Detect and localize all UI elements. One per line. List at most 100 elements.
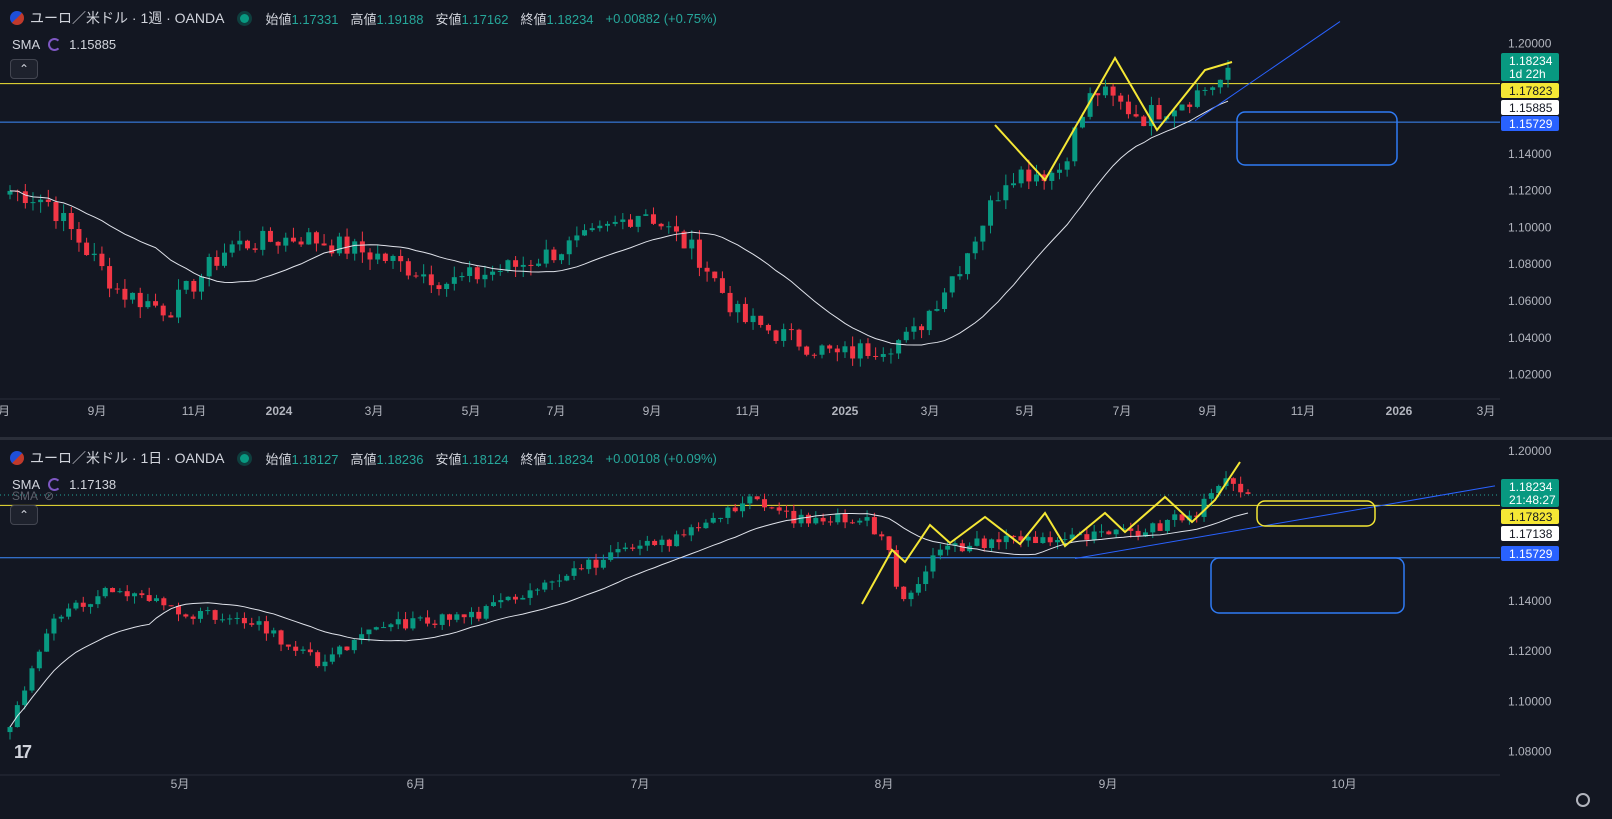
candle-body: [229, 244, 235, 253]
candle-body: [221, 252, 227, 266]
candle-body: [51, 618, 57, 634]
candle-body: [696, 527, 702, 529]
candle-body: [528, 264, 534, 266]
candle-body: [564, 575, 570, 581]
price-tag-bg: [1501, 526, 1559, 541]
y-tick-label: 1.10000: [1508, 220, 1552, 234]
candle-body: [444, 283, 450, 290]
candle-body: [725, 507, 731, 518]
candle-body: [244, 240, 250, 249]
ohlc-high: 高値1.19188: [350, 11, 424, 27]
candle-body: [117, 591, 123, 593]
candle-body: [30, 202, 36, 204]
x-tick-label: 9月: [1199, 404, 1218, 418]
sma-value: 1.17138: [69, 477, 117, 492]
candle-body: [227, 618, 233, 620]
sma-line: [9, 512, 1249, 728]
price-tag-label: 1.17823: [1509, 510, 1553, 524]
candle-body: [520, 264, 526, 267]
candle-body: [635, 215, 641, 227]
candle-body: [29, 668, 35, 691]
candle-body: [630, 547, 636, 549]
pane-divider[interactable]: [0, 437, 1612, 440]
weekly-chart-pane[interactable]: 1.20000 1.14000 1.12000 1.10000 1.08000 1.060…: [0, 0, 1612, 437]
ohlc-close: 終値1.18234: [520, 11, 594, 27]
candle-body: [549, 581, 555, 583]
candle-body: [620, 219, 626, 222]
settings-gear-icon[interactable]: [1576, 793, 1590, 807]
price-tag-bg: [1501, 100, 1559, 115]
candle-body: [306, 232, 312, 245]
candle-body: [1133, 114, 1139, 117]
symbol-title[interactable]: ユーロ／米ドル · 1週 · OANDA: [30, 10, 225, 26]
target-zone-box: [1236, 111, 1398, 166]
candle-body: [864, 517, 870, 521]
candle-body: [278, 630, 284, 645]
candle-body: [497, 270, 503, 272]
candle-body: [1110, 86, 1116, 96]
candle-body: [740, 503, 746, 512]
candle-body: [139, 593, 145, 596]
candle-body: [176, 289, 182, 318]
candle-body: [1106, 531, 1112, 535]
weekly-chart-canvas[interactable]: 1.20000 1.14000 1.12000 1.10000 1.08000 1.060…: [0, 0, 1612, 437]
candle-body: [605, 223, 611, 226]
candle-body: [505, 596, 511, 601]
candle-body: [482, 274, 488, 280]
candle-body: [923, 571, 929, 585]
candle-body: [915, 584, 921, 593]
candle-body: [256, 621, 262, 625]
candle-body: [1040, 537, 1046, 544]
candle-body: [1079, 116, 1085, 128]
candle-body: [474, 267, 480, 280]
collapse-legend-button[interactable]: ⌃: [10, 59, 38, 79]
candle-body: [551, 249, 557, 261]
symbol-title[interactable]: ユーロ／米ドル · 1日 · OANDA: [30, 450, 225, 466]
candle-body: [212, 610, 218, 620]
candle-body: [1102, 86, 1108, 96]
candle-body: [988, 200, 994, 226]
candle-body: [1033, 174, 1039, 182]
sma-indicator-row[interactable]: SMA 1.17138: [12, 477, 116, 492]
candle-body: [796, 329, 802, 347]
candle-body: [1171, 110, 1177, 117]
candle-body: [1047, 537, 1053, 543]
candle-body: [114, 288, 120, 290]
candle-body: [321, 243, 327, 246]
candle-body: [183, 280, 189, 290]
tradingview-logo-icon[interactable]: 17: [14, 742, 32, 762]
candle-body: [68, 213, 74, 230]
candle-body: [1194, 90, 1200, 107]
candle-body: [285, 644, 291, 647]
candle-body: [732, 507, 738, 512]
candle-body: [742, 303, 748, 323]
eye-hidden-icon[interactable]: ⊘: [44, 489, 55, 503]
daily-chart-pane[interactable]: 1.20000 1.14000 1.12000 1.10000 1.08000 1.182…: [0, 440, 1612, 819]
candle-body: [880, 354, 886, 357]
hidden-sma-row[interactable]: SMA ⊘: [12, 489, 54, 503]
weekly-legend: ユーロ／米ドル · 1週 · OANDA 始値1.17331 高値1.19188…: [10, 8, 723, 28]
candle-body: [536, 263, 542, 266]
candle-body: [798, 514, 804, 524]
candle-body: [145, 301, 151, 308]
candle-body: [175, 606, 181, 615]
y-tick-label: 1.08000: [1508, 744, 1552, 758]
candle-body: [842, 513, 848, 523]
candle-body: [344, 646, 350, 651]
candle-body: [300, 649, 306, 651]
daily-chart-canvas[interactable]: 1.20000 1.14000 1.12000 1.10000 1.08000 1.182…: [0, 440, 1612, 819]
sma-value: 1.15885: [69, 37, 117, 52]
x-tick-label: 7月: [547, 404, 566, 418]
candle-body: [750, 315, 756, 323]
sma-indicator-row[interactable]: SMA 1.15885: [12, 37, 116, 52]
candle-body: [249, 623, 255, 625]
candle-body: [267, 230, 273, 242]
candle-body: [122, 288, 128, 300]
candle-body: [1217, 79, 1223, 88]
candle-body: [381, 627, 387, 629]
candle-body: [1055, 540, 1061, 543]
candle-body: [1225, 67, 1231, 80]
candle-body: [490, 271, 496, 275]
collapse-legend-button[interactable]: ⌃: [10, 505, 38, 525]
y-tick-label: 1.06000: [1508, 294, 1552, 308]
